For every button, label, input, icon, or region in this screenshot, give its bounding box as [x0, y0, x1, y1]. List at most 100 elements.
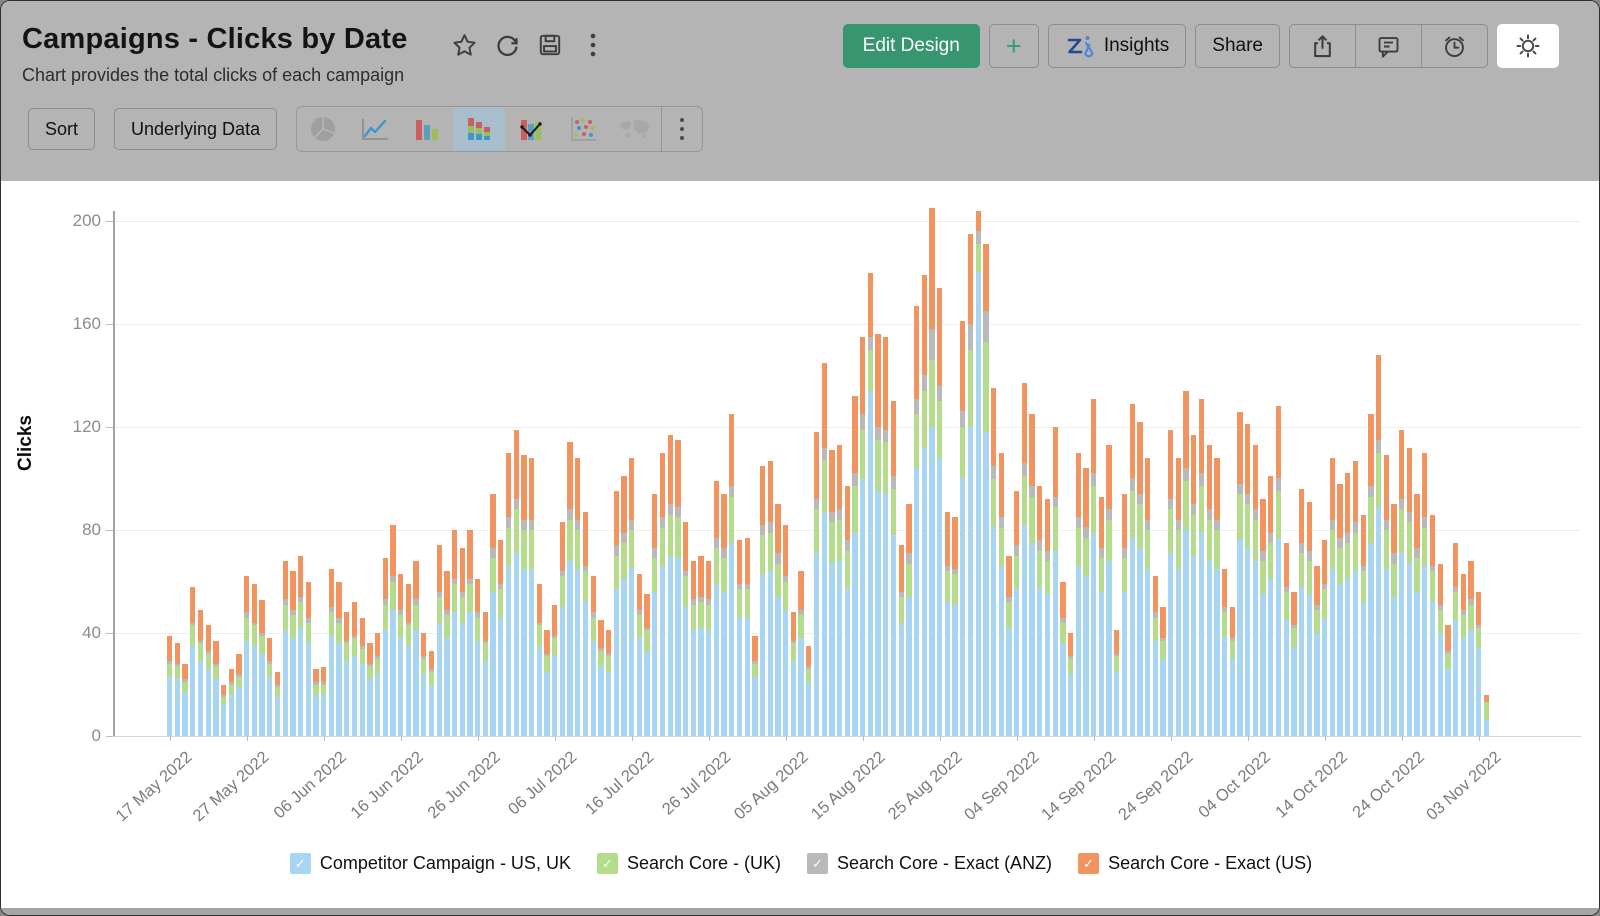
- bar[interactable]: [274, 671, 281, 736]
- bar[interactable]: [736, 540, 743, 736]
- share-button[interactable]: Share: [1195, 24, 1280, 68]
- bar[interactable]: [913, 306, 920, 736]
- bar[interactable]: [759, 465, 766, 736]
- bar[interactable]: [1437, 563, 1443, 736]
- bar[interactable]: [236, 653, 242, 736]
- edit-design-button[interactable]: Edit Design: [842, 24, 980, 68]
- bar[interactable]: [713, 481, 720, 736]
- bar[interactable]: [629, 457, 635, 736]
- bar[interactable]: [1198, 398, 1205, 736]
- legend-item[interactable]: ✓ Competitor Campaign - US, UK: [289, 853, 571, 874]
- legend-item[interactable]: ✓ Search Core - Exact (US): [1078, 853, 1312, 874]
- bar[interactable]: [1314, 566, 1320, 736]
- chart-type-combo[interactable]: [505, 107, 557, 151]
- bar[interactable]: [421, 633, 427, 736]
- bar[interactable]: [282, 560, 288, 736]
- bar[interactable]: [213, 640, 219, 736]
- bar[interactable]: [367, 643, 373, 736]
- bar[interactable]: [821, 362, 827, 736]
- bar[interactable]: [852, 396, 858, 736]
- bar[interactable]: [883, 336, 889, 736]
- bar[interactable]: [1183, 390, 1189, 736]
- bar[interactable]: [1406, 447, 1413, 736]
- bar[interactable]: [975, 210, 981, 736]
- bar[interactable]: [1137, 421, 1143, 736]
- bar[interactable]: [536, 584, 542, 736]
- bar[interactable]: [1429, 514, 1436, 736]
- bar[interactable]: [428, 651, 435, 736]
- bar[interactable]: [798, 571, 804, 736]
- bar[interactable]: [1006, 555, 1012, 737]
- bar[interactable]: [944, 512, 951, 736]
- bar[interactable]: [1252, 445, 1259, 736]
- bar[interactable]: [505, 452, 512, 737]
- bar[interactable]: [898, 545, 904, 736]
- bar[interactable]: [937, 287, 943, 736]
- chart-type-stacked-bar[interactable]: [453, 107, 506, 151]
- bar[interactable]: [567, 442, 573, 736]
- bar[interactable]: [1391, 504, 1397, 737]
- bar[interactable]: [1121, 493, 1128, 736]
- legend-item[interactable]: ✓ Search Core - Exact (ANZ): [807, 853, 1052, 874]
- bar[interactable]: [228, 669, 234, 737]
- bar[interactable]: [351, 602, 358, 736]
- bar[interactable]: [374, 633, 381, 736]
- bar[interactable]: [251, 584, 258, 736]
- bar[interactable]: [775, 504, 781, 737]
- bar[interactable]: [1067, 633, 1074, 736]
- add-button[interactable]: +: [988, 24, 1039, 68]
- bar[interactable]: [436, 545, 442, 736]
- bar[interactable]: [1106, 445, 1112, 736]
- bar[interactable]: [960, 321, 966, 736]
- bar[interactable]: [1114, 630, 1120, 736]
- bar[interactable]: [451, 530, 458, 736]
- bar[interactable]: [174, 643, 181, 736]
- bar[interactable]: [1352, 460, 1359, 736]
- bar[interactable]: [305, 581, 311, 736]
- bar[interactable]: [244, 576, 250, 737]
- bar[interactable]: [259, 599, 265, 736]
- bar[interactable]: [521, 455, 527, 736]
- chart-type-map[interactable]: [609, 107, 661, 151]
- bar[interactable]: [582, 512, 589, 736]
- bar[interactable]: [690, 560, 696, 736]
- bar[interactable]: [1083, 468, 1089, 736]
- bar[interactable]: [906, 504, 912, 737]
- chart-type-scatter[interactable]: [557, 107, 609, 151]
- bar[interactable]: [559, 522, 566, 736]
- bar[interactable]: [1268, 475, 1274, 736]
- bar[interactable]: [1383, 455, 1389, 736]
- bar[interactable]: [552, 604, 558, 736]
- bar[interactable]: [490, 493, 496, 736]
- bar[interactable]: [413, 560, 419, 736]
- bar[interactable]: [182, 663, 188, 736]
- bar[interactable]: [967, 233, 974, 736]
- bar[interactable]: [382, 558, 388, 736]
- chart-type-pie[interactable]: [297, 107, 349, 151]
- bar[interactable]: [398, 573, 404, 736]
- more-options-kebab-icon[interactable]: [579, 31, 607, 59]
- bar[interactable]: [752, 635, 758, 736]
- export-button[interactable]: [1290, 25, 1355, 67]
- bar[interactable]: [1445, 625, 1451, 736]
- bar[interactable]: [1452, 542, 1459, 736]
- bar[interactable]: [313, 669, 319, 737]
- bar[interactable]: [806, 645, 812, 736]
- insights-button[interactable]: Insights: [1047, 24, 1187, 68]
- bar[interactable]: [1229, 607, 1235, 737]
- bar[interactable]: [682, 522, 689, 736]
- bar[interactable]: [528, 457, 535, 736]
- bar[interactable]: [1098, 496, 1105, 736]
- bar[interactable]: [1306, 501, 1312, 736]
- bar[interactable]: [1029, 414, 1035, 736]
- bar[interactable]: [1329, 457, 1336, 736]
- bar[interactable]: [998, 452, 1004, 737]
- bar[interactable]: [1275, 406, 1282, 736]
- bar[interactable]: [1152, 576, 1158, 737]
- bar[interactable]: [1245, 424, 1251, 736]
- bar[interactable]: [390, 524, 396, 737]
- bar[interactable]: [867, 272, 874, 736]
- bar[interactable]: [1322, 540, 1328, 736]
- bar[interactable]: [190, 586, 196, 736]
- bar[interactable]: [1422, 452, 1428, 737]
